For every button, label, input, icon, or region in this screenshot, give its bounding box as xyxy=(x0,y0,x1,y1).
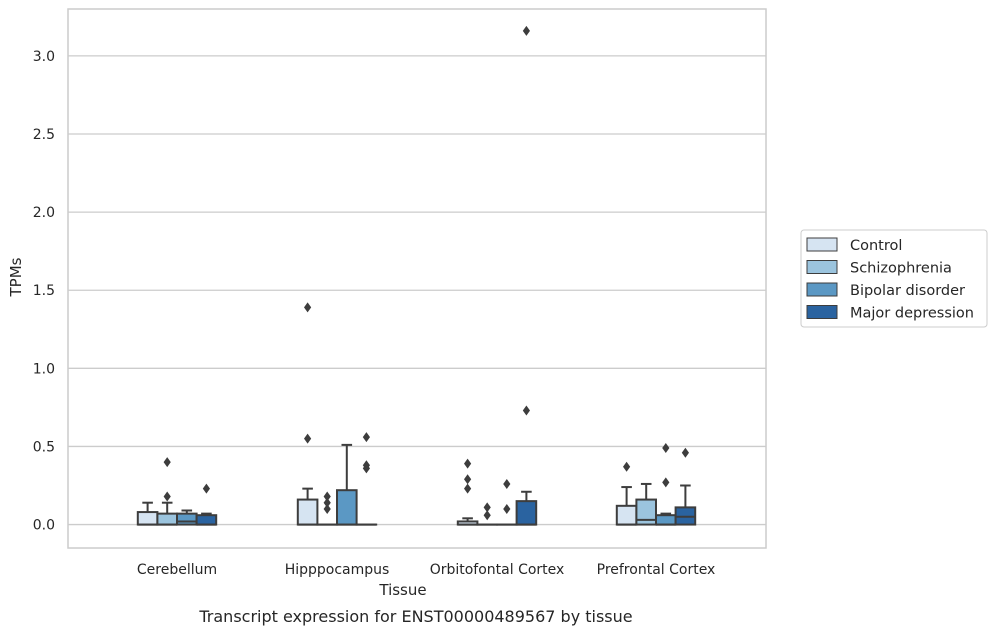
box-1-0 xyxy=(156,501,178,526)
box-2-3 xyxy=(655,512,677,526)
boxes xyxy=(136,443,697,526)
box-0-2 xyxy=(456,517,479,526)
box-body xyxy=(515,500,538,526)
outlier-point xyxy=(483,510,491,521)
outlier-point xyxy=(623,461,631,472)
legend-frame xyxy=(800,229,988,328)
box-body xyxy=(655,514,677,526)
box-3-0 xyxy=(195,512,218,526)
legend-label: Major depression xyxy=(850,306,974,322)
x-axis-label: Tissue xyxy=(378,581,426,599)
outlier-point xyxy=(464,474,472,485)
outlier-point xyxy=(163,457,171,468)
legend-label: Bipolar disorder xyxy=(850,283,965,299)
y-tick-labels: 0.0 0.5 1.0 1.5 2.0 2.5 3.0 xyxy=(33,49,55,534)
grid-lines xyxy=(68,55,766,526)
box-body xyxy=(156,512,178,526)
outlier-point xyxy=(662,477,670,488)
box-0-0 xyxy=(136,501,159,526)
y-tick-label: 0.5 xyxy=(33,439,55,455)
outlier-point xyxy=(362,460,370,471)
box-1-3 xyxy=(635,482,658,526)
outlier-point xyxy=(304,433,312,444)
box-body xyxy=(296,498,319,526)
box-3-3 xyxy=(674,484,697,526)
outlier-point xyxy=(464,483,472,494)
x-tick-label: Cerebellum xyxy=(137,562,217,578)
x-tick-label: Orbitofontal Cortex xyxy=(430,562,565,578)
outlier-point xyxy=(522,405,530,416)
box-body xyxy=(176,512,198,526)
outlier-point xyxy=(202,483,210,494)
box-body xyxy=(635,498,658,526)
box-body xyxy=(336,489,358,526)
box-body xyxy=(195,514,218,526)
outlier-point xyxy=(304,302,312,313)
outlier-point xyxy=(323,503,331,514)
outlier-point xyxy=(483,502,491,513)
legend-swatch xyxy=(806,260,838,274)
outliers xyxy=(163,25,689,521)
outlier-point xyxy=(681,447,689,458)
outlier-point xyxy=(503,503,511,514)
y-tick-label: 3.0 xyxy=(33,49,55,65)
y-tick-label: 1.5 xyxy=(33,283,55,299)
legend-swatch xyxy=(806,282,838,297)
chart-caption: Transcript expression for ENST0000048956… xyxy=(198,607,632,626)
y-tick-label: 1.0 xyxy=(33,361,55,377)
y-tick-label: 2.5 xyxy=(33,127,55,143)
plot-frame xyxy=(67,8,767,549)
y-tick-label: 2.0 xyxy=(33,205,55,221)
box-0-1 xyxy=(296,487,319,526)
outlier-point xyxy=(323,497,331,508)
x-tick-labels: Cerebellum Hipppocampus Orbitofontal Corte… xyxy=(137,562,715,578)
outlier-point xyxy=(464,458,472,469)
box-0-3 xyxy=(615,486,638,526)
box-body xyxy=(136,511,159,526)
outlier-point xyxy=(163,491,171,502)
outlier-point xyxy=(503,478,511,489)
outlier-point xyxy=(323,491,331,502)
outlier-point xyxy=(662,443,670,454)
legend-label: Schizophrenia xyxy=(850,261,952,277)
box-2-1 xyxy=(336,443,358,526)
legend: Control Schizophrenia Bipolar disorder Majo… xyxy=(800,229,988,328)
x-tick-label: Prefrontal Cortex xyxy=(597,562,716,578)
box-body xyxy=(615,504,638,526)
outlier-point xyxy=(362,432,370,443)
legend-swatch xyxy=(806,237,838,252)
box-2-0 xyxy=(176,509,198,526)
outlier-point xyxy=(522,25,530,36)
legend-label: Control xyxy=(850,238,902,254)
x-tick-label: Hipppocampus xyxy=(285,562,390,578)
box-3-2 xyxy=(515,490,538,526)
y-axis-label: TPMs xyxy=(7,257,25,297)
y-tick-label: 0.0 xyxy=(33,518,55,534)
legend-swatch xyxy=(806,305,838,319)
